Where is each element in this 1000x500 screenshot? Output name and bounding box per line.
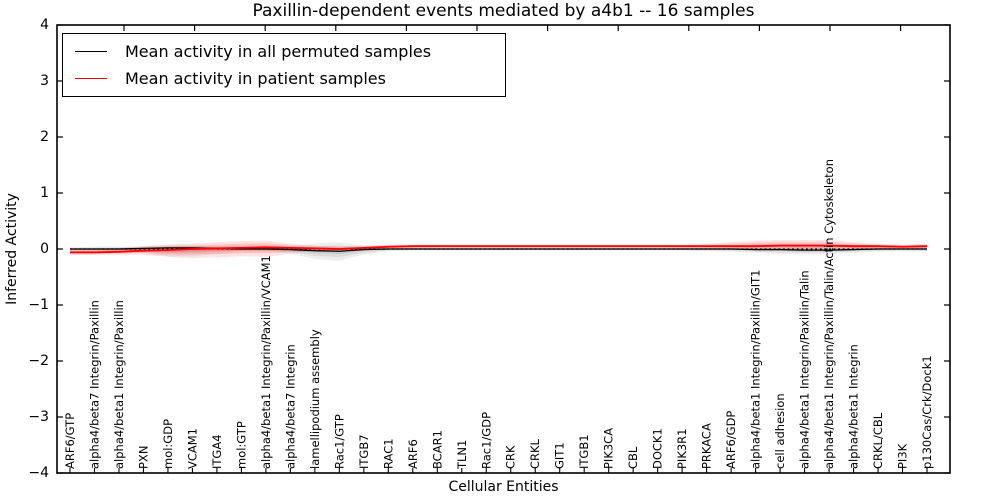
x-tick-label: alpha4/beta1 Integrin/Paxillin/VCAM1 — [259, 255, 273, 469]
x-tick-label: PRKACA — [700, 423, 714, 469]
x-tick-label: CRKL/CBL — [871, 412, 885, 469]
x-tick-label: alpha4/beta1 Integrin — [847, 344, 861, 469]
x-tick-label: Rac1/GTP — [332, 414, 346, 469]
x-tick-label: ARF6/GTP — [63, 413, 77, 469]
permuted-line-sample-icon — [75, 51, 107, 52]
chart-title: Paxillin-dependent events mediated by a4… — [252, 1, 755, 21]
x-tick-label: mol:GTP — [234, 421, 248, 469]
x-tick-label: cell adhesion — [773, 393, 787, 469]
x-tick-label: alpha4/beta1 Integrin/Paxillin/GIT1 — [749, 270, 763, 469]
y-tick-label: −2 — [28, 353, 49, 369]
x-tick-label: CRK — [504, 445, 518, 469]
patient-band-layer — [70, 240, 927, 258]
patient-line-sample-icon — [75, 78, 107, 79]
x-tick-label: alpha4/beta7 Integrin/Paxillin — [87, 300, 101, 469]
x-tick-label: alpha4/beta1 Integrin/Paxillin/Talin/Act… — [822, 159, 836, 469]
x-tick-label: ITGA4 — [210, 434, 224, 469]
x-tick-label: alpha4/beta1 Integrin/Paxillin/Talin — [798, 270, 812, 469]
legend: Mean activity in all permuted samples Me… — [62, 33, 506, 97]
x-tick-label: ITGB7 — [357, 434, 371, 469]
x-tick-label: ARF6/GDP — [724, 411, 738, 469]
x-tick-label: CBL — [626, 446, 640, 469]
x-tick-label: mol:GDP — [161, 419, 175, 469]
x-axis-label: Cellular Entities — [448, 479, 559, 495]
patient-mean-line — [70, 244, 928, 254]
legend-label-patient: Mean activity in patient samples — [125, 69, 386, 88]
x-tick-label: ITGB1 — [577, 434, 591, 469]
x-tick-label: TLN1 — [455, 440, 469, 470]
y-tick-label: −3 — [28, 409, 49, 425]
x-tick-label: DOCK1 — [651, 428, 665, 469]
x-tick-label: alpha4/beta7 Integrin — [283, 344, 297, 469]
y-tick-label: 3 — [40, 73, 49, 89]
legend-item-permuted: Mean activity in all permuted samples — [63, 42, 505, 61]
x-tick-label: RAC1 — [381, 438, 395, 469]
y-tick-label: 0 — [40, 241, 49, 257]
x-tick-label: PIK3R1 — [675, 429, 689, 470]
y-tick-label: −1 — [28, 297, 49, 313]
legend-label-permuted: Mean activity in all permuted samples — [125, 42, 432, 61]
y-tick-label: 4 — [40, 17, 49, 33]
x-tick-label: PI3K — [896, 443, 910, 469]
x-tick-label: PIK3CA — [602, 428, 616, 469]
y-tick-label: 2 — [40, 129, 49, 145]
x-tick-label: p130Cas/Crk/Dock1 — [920, 355, 934, 469]
x-tick-label: PXN — [136, 446, 150, 469]
x-tick-label: Rac1/GDP — [479, 412, 493, 469]
y-axis-label: Inferred Activity — [4, 193, 20, 305]
y-tick-label: 1 — [40, 185, 49, 201]
x-tick-label: VCAM1 — [185, 428, 199, 469]
x-tick-label: alpha4/beta1 Integrin/Paxillin — [112, 300, 126, 469]
x-tick-label: lamellipodium assembly — [308, 329, 322, 469]
patient-band-layer — [70, 242, 927, 255]
x-tick-label: BCAR1 — [430, 430, 444, 469]
x-tick-label: GIT1 — [553, 442, 567, 469]
y-tick-label: −4 — [28, 465, 49, 481]
x-tick-label: CRKL — [528, 438, 542, 469]
legend-item-patient: Mean activity in patient samples — [63, 69, 505, 88]
x-tick-label: ARF6 — [406, 439, 420, 469]
